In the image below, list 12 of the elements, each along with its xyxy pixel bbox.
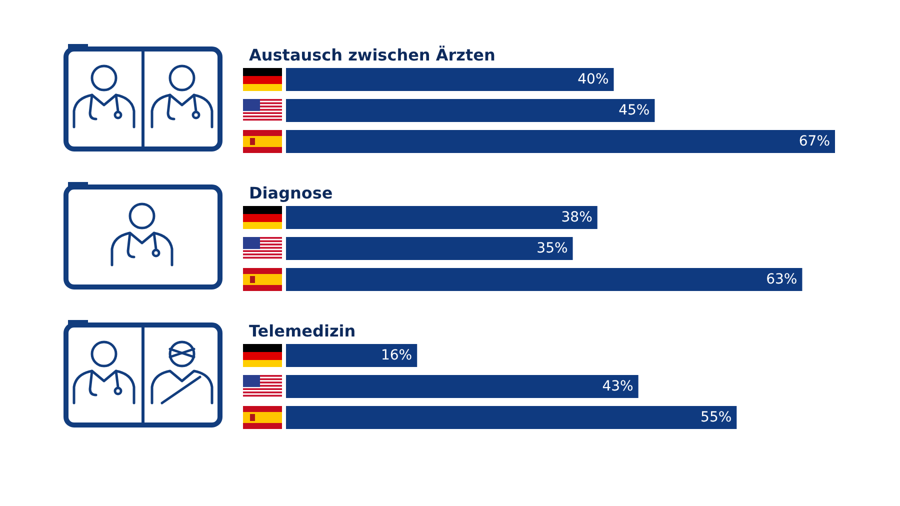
data-label: 38% <box>561 210 592 226</box>
data-label: 45% <box>618 102 650 118</box>
data-label: 35% <box>536 240 568 256</box>
chart-title: Austausch zwischen Ärzten <box>249 46 496 64</box>
data-label: 63% <box>766 272 798 288</box>
data-label: 67% <box>798 134 830 150</box>
chart-title: Telemedizin <box>249 322 356 340</box>
data-label: 55% <box>700 410 732 426</box>
data-label: 43% <box>602 378 634 394</box>
chart-title: Diagnose <box>249 184 333 202</box>
data-label: 16% <box>380 348 412 364</box>
data-label: 40% <box>578 72 609 88</box>
